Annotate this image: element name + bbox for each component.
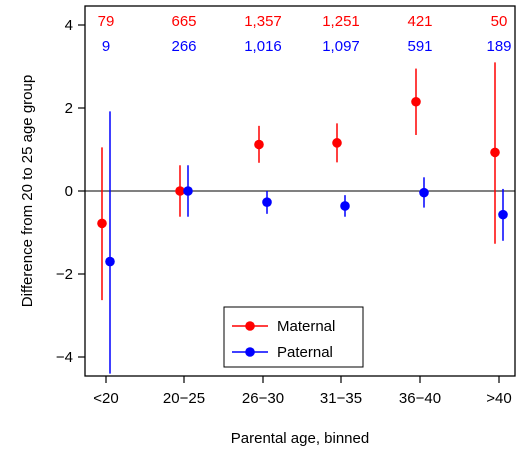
y-tick-label: −4 bbox=[56, 349, 73, 366]
legend-box bbox=[223, 306, 364, 368]
count-label: 266 bbox=[171, 38, 196, 55]
y-axis-title: Difference from 20 to 25 age group bbox=[19, 75, 36, 307]
x-tick-label: 20−25 bbox=[163, 390, 205, 407]
x-axis-title: Parental age, binned bbox=[231, 430, 369, 447]
x-tick-label: >40 bbox=[486, 390, 511, 407]
x-tick-label: 36−40 bbox=[399, 390, 441, 407]
y-tick-label: 4 bbox=[65, 17, 73, 34]
y-axis: −4 −2 0 2 4 bbox=[56, 17, 85, 366]
data-point bbox=[183, 186, 193, 196]
count-label: 591 bbox=[407, 38, 432, 55]
count-label: 50 bbox=[491, 13, 508, 30]
data-point bbox=[254, 139, 264, 150]
count-label: 1,016 bbox=[244, 38, 282, 55]
data-point bbox=[332, 138, 342, 148]
data-point bbox=[411, 96, 421, 107]
count-label: 79 bbox=[98, 13, 115, 30]
series-layer bbox=[97, 62, 508, 374]
y-tick-label: 2 bbox=[65, 100, 73, 117]
x-tick-label: 31−35 bbox=[320, 390, 362, 407]
x-axis: <20 20−25 26−30 31−35 36−40 >40 bbox=[93, 376, 512, 407]
legend-maternal-label: Maternal bbox=[277, 318, 335, 335]
legend-paternal-marker bbox=[245, 347, 255, 357]
data-point bbox=[419, 187, 429, 198]
series-paternal bbox=[105, 111, 508, 374]
count-label: 421 bbox=[407, 13, 432, 30]
legend-paternal-label: Paternal bbox=[277, 344, 333, 361]
data-point bbox=[498, 209, 508, 220]
count-label: 1,097 bbox=[322, 38, 360, 55]
data-point bbox=[340, 201, 350, 211]
data-point bbox=[262, 197, 272, 208]
count-label: 9 bbox=[102, 38, 110, 55]
y-tick-label: 0 bbox=[65, 183, 73, 200]
data-point bbox=[105, 256, 115, 267]
y-tick-label: −2 bbox=[56, 266, 73, 283]
count-label: 1,251 bbox=[322, 13, 360, 30]
data-point bbox=[175, 186, 185, 196]
data-point bbox=[490, 147, 500, 158]
count-label: 1,357 bbox=[244, 13, 282, 30]
x-tick-label: <20 bbox=[93, 390, 118, 407]
legend-maternal-marker bbox=[245, 321, 255, 331]
data-point bbox=[97, 218, 107, 229]
series-maternal bbox=[97, 62, 500, 301]
sample-counts: 79 665 1,357 1,251 421 50 9 266 1,016 1,097 591 189 bbox=[98, 13, 512, 55]
legend: Maternal Paternal bbox=[223, 306, 364, 368]
count-label: 665 bbox=[171, 13, 196, 30]
x-tick-label: 26−30 bbox=[242, 390, 284, 407]
count-label: 189 bbox=[486, 38, 511, 55]
